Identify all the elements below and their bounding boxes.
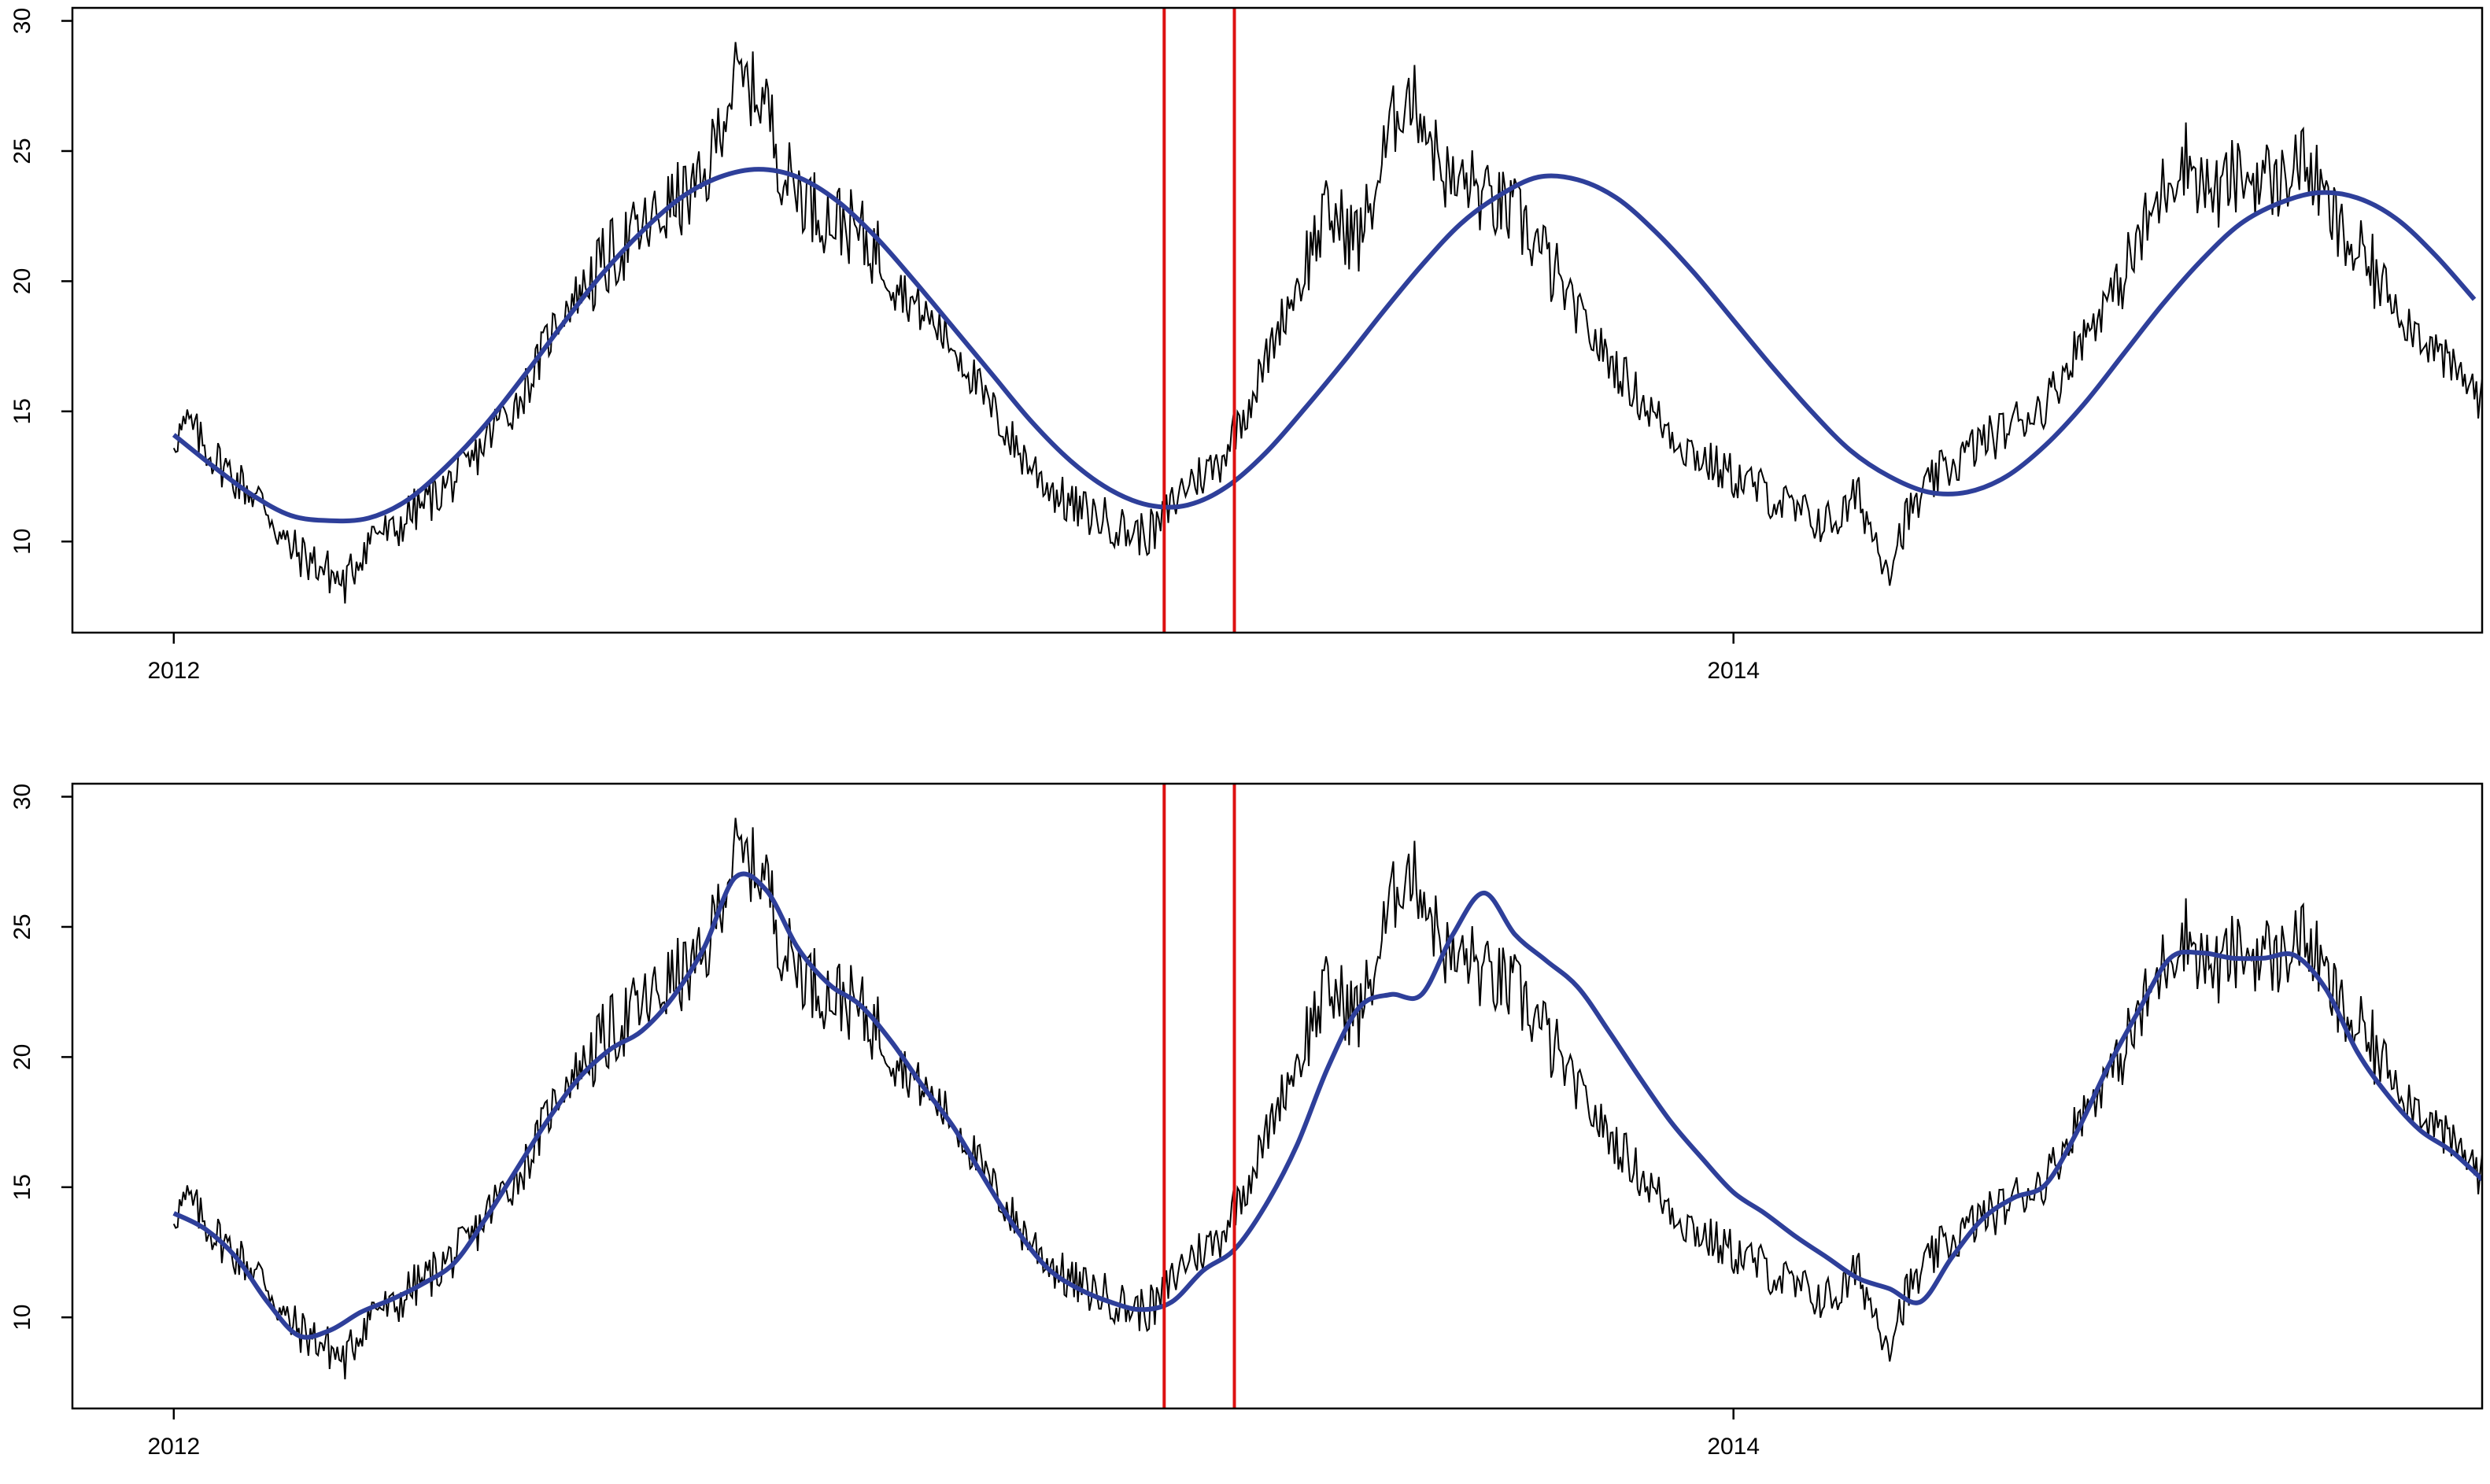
top-chart-y-tick-label: 30 [9, 8, 35, 34]
bottom-chart-y-tick-label: 30 [9, 784, 35, 810]
bottom-chart-y-tick-label: 10 [9, 1305, 35, 1331]
top-chart-plot-area [172, 8, 2482, 633]
top-chart-x-tick-label: 2012 [147, 658, 200, 684]
bottom-chart-frame [71, 782, 2484, 1410]
bottom-chart-smooth-fit-line [172, 871, 2482, 1340]
top-chart-y-tick-label: 15 [9, 398, 35, 424]
top-chart-x-axis: 2012 2014 [147, 633, 1760, 684]
bottom-chart-plot-area [172, 784, 2482, 1408]
top-chart-y-tick-label: 25 [9, 138, 35, 164]
bottom-chart-y-tick-label: 25 [9, 914, 35, 939]
bottom-chart-y-tick-label: 15 [9, 1174, 35, 1200]
bottom-chart-panel: 10 15 20 25 30 2012 2014 [9, 782, 2484, 1460]
top-chart-y-tick-label: 20 [9, 268, 35, 294]
top-chart-panel: 10 15 20 25 30 2012 2014 [9, 6, 2484, 684]
top-chart-y-tick-label: 10 [9, 529, 35, 555]
bottom-chart-x-tick-label: 2014 [1707, 1434, 1760, 1460]
bottom-chart-x-tick-label: 2012 [147, 1434, 200, 1460]
bottom-chart-daily-series-line [172, 818, 2482, 1380]
top-chart-y-axis: 10 15 20 25 30 [9, 8, 72, 555]
top-chart-frame [71, 6, 2484, 634]
bottom-chart-x-axis: 2012 2014 [147, 1408, 1760, 1460]
top-chart-daily-series-line [172, 42, 2482, 604]
top-chart-smooth-fit-line [172, 167, 2477, 524]
top-chart-x-tick-label: 2014 [1707, 658, 1760, 684]
bottom-chart-y-tick-label: 20 [9, 1044, 35, 1070]
bottom-chart-y-axis: 10 15 20 25 30 [9, 784, 72, 1331]
